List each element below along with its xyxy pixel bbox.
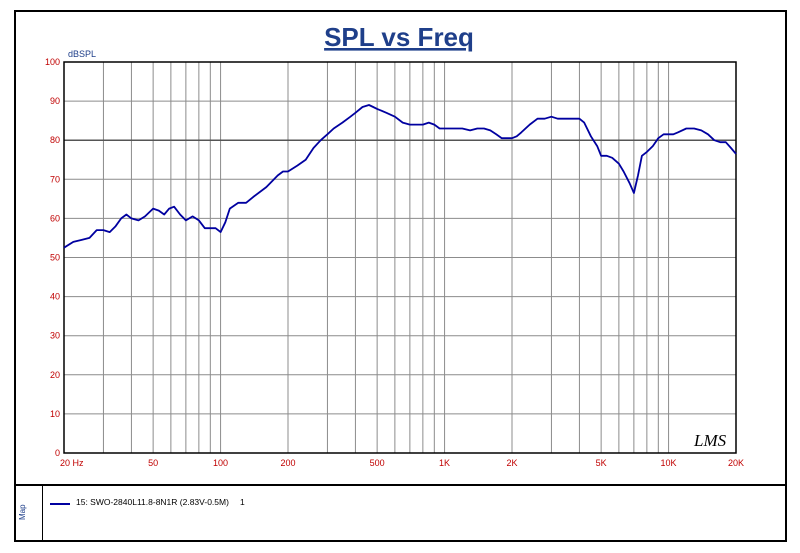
y-tick-label: 50 — [50, 253, 60, 263]
series-line — [63, 104, 737, 249]
x-tick-label: 200 — [280, 458, 295, 468]
legend-series-label: 15: SWO-2840L11.8-8N1R (2.83V-0.5M) — [76, 497, 229, 507]
x-tick-label: 100 — [213, 458, 228, 468]
legend-swatch — [50, 503, 70, 505]
y-tick-label: 60 — [50, 213, 60, 223]
x-tick-label: 500 — [370, 458, 385, 468]
legend-series-number: 1 — [240, 497, 245, 507]
legend-separator — [42, 486, 43, 542]
x-tick-label: 5K — [596, 458, 607, 468]
legend-divider — [14, 484, 787, 486]
y-tick-label: 30 — [50, 331, 60, 341]
x-tick-label: 20K — [728, 458, 744, 468]
chart-title: SPL vs Freq — [324, 22, 474, 52]
y-tick-label: 10 — [50, 409, 60, 419]
grid-layer — [64, 62, 736, 453]
y-axis-unit: dBSPL — [68, 49, 96, 59]
x-tick-label: 10K — [661, 458, 677, 468]
plot-area-border — [63, 61, 737, 454]
y-tick-label: 20 — [50, 370, 60, 380]
y-tick-label: 40 — [50, 292, 60, 302]
y-tick-label: 100 — [45, 57, 60, 67]
y-tick-label: 80 — [50, 135, 60, 145]
chart-frame — [14, 10, 787, 542]
y-tick-labels: 0 10 20 30 40 50 60 70 80 90 100 — [45, 57, 60, 458]
y-tick-label: 0 — [55, 448, 60, 458]
lms-watermark: LMS — [693, 431, 727, 450]
y-tick-label: 90 — [50, 96, 60, 106]
x-tick-label: 1K — [439, 458, 450, 468]
x-tick-labels: 20 Hz 50 100 200 500 1K 2K 5K 10K 20K — [60, 458, 744, 468]
x-tick-label: 20 Hz — [60, 458, 84, 468]
x-tick-label: 2K — [506, 458, 517, 468]
x-tick-label: 50 — [148, 458, 158, 468]
legend-map-label: Map — [18, 504, 27, 520]
series-layer — [63, 104, 737, 249]
y-tick-label: 70 — [50, 174, 60, 184]
